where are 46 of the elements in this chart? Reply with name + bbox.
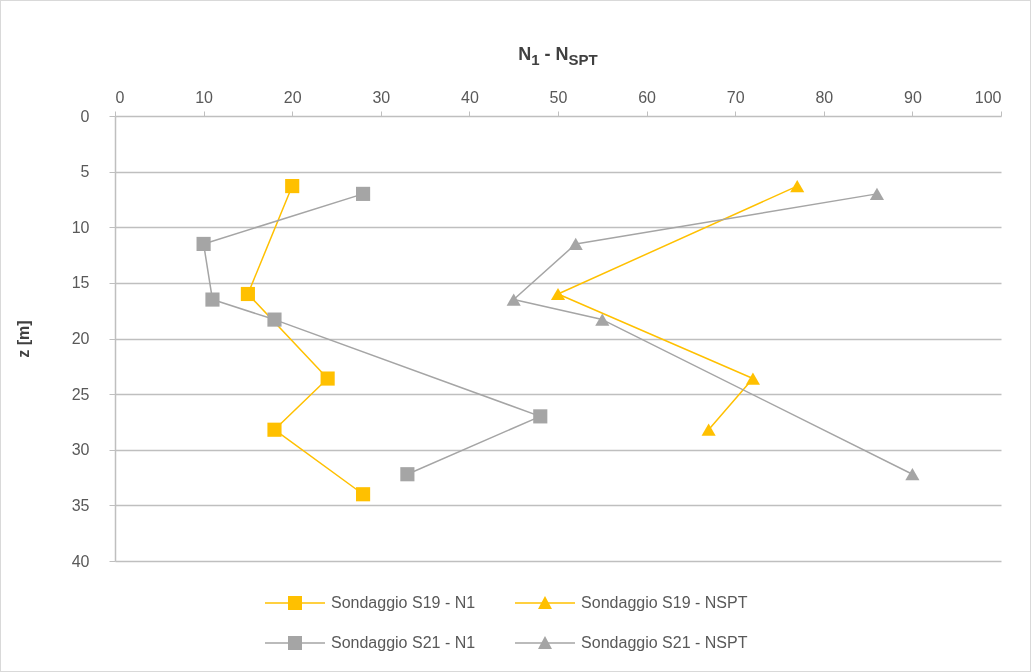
point: [550, 287, 566, 301]
point: [205, 292, 220, 307]
point: [400, 467, 415, 482]
x-tick-label: 50: [549, 88, 568, 106]
y-tick-label: 35: [71, 496, 90, 514]
x-tick-label: 30: [372, 88, 391, 106]
y-axis-title: z [m]: [14, 320, 32, 358]
point: [356, 487, 371, 502]
y-tick-label: 40: [71, 552, 90, 570]
point: [869, 187, 885, 200]
point: [267, 312, 282, 327]
x-tick-label: 60: [638, 88, 657, 106]
x-tick-label: 10: [195, 88, 214, 106]
x-tick-label: 90: [904, 88, 922, 106]
point: [356, 186, 371, 201]
point: [506, 293, 521, 306]
point: [267, 422, 282, 437]
y-tick-label: 20: [71, 330, 90, 347]
x-tick-label: 40: [461, 88, 479, 106]
y-tick-label: 25: [71, 385, 90, 403]
point: [790, 179, 805, 193]
x-tick-label: 100: [974, 88, 1002, 106]
point: [196, 236, 211, 252]
point: [905, 468, 920, 481]
y-tick-label: 15: [71, 274, 90, 292]
legend-label: Sondaggio S19 - NSPT: [581, 594, 748, 612]
point: [533, 409, 548, 424]
x-axis-title: N$_{1}$ - N$_{SPT}$: [517, 44, 599, 68]
point: [745, 372, 760, 385]
point: [701, 423, 716, 436]
y-tick-label: 10: [71, 218, 90, 236]
y-tick-label: 5: [80, 163, 90, 181]
x-tick-label: 80: [815, 88, 834, 106]
x-tick-label: 0: [115, 88, 125, 106]
legend-label: Sondaggio S21 - NSPT: [581, 634, 748, 652]
point: [320, 371, 335, 386]
point: [285, 179, 300, 194]
point: [568, 237, 583, 251]
legend-label: Sondaggio S21 - N1: [331, 634, 476, 652]
x-tick-label: 70: [726, 88, 745, 106]
point: [240, 286, 255, 302]
point: [595, 313, 610, 326]
y-tick-label: 30: [71, 441, 90, 459]
legend-label: Sondaggio S19 - N1: [331, 594, 476, 612]
x-tick-label: 20: [283, 88, 302, 106]
y-tick-label: 0: [80, 107, 90, 125]
